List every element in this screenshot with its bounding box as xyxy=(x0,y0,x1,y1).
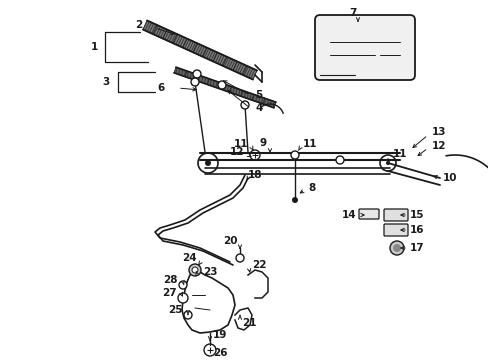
Text: 12: 12 xyxy=(229,147,244,157)
Text: 14: 14 xyxy=(341,210,355,220)
Circle shape xyxy=(236,254,244,262)
FancyBboxPatch shape xyxy=(383,209,407,221)
Text: 15: 15 xyxy=(409,210,424,220)
FancyBboxPatch shape xyxy=(314,15,414,80)
Circle shape xyxy=(191,78,199,86)
Text: 25: 25 xyxy=(168,305,183,315)
Text: 11: 11 xyxy=(392,149,407,159)
Text: 24: 24 xyxy=(182,253,197,263)
Text: 20: 20 xyxy=(223,236,238,246)
Text: 10: 10 xyxy=(442,173,457,183)
Text: 5: 5 xyxy=(254,90,262,100)
Text: 18: 18 xyxy=(247,170,262,180)
Text: 22: 22 xyxy=(251,260,266,270)
Circle shape xyxy=(179,281,186,289)
Circle shape xyxy=(335,156,343,164)
Circle shape xyxy=(218,81,225,89)
Text: 6: 6 xyxy=(158,83,164,93)
Circle shape xyxy=(204,160,210,166)
Text: 27: 27 xyxy=(162,288,177,298)
Text: 17: 17 xyxy=(409,243,424,253)
FancyBboxPatch shape xyxy=(383,224,407,236)
Text: 3: 3 xyxy=(102,77,110,87)
Circle shape xyxy=(178,293,187,303)
Text: 13: 13 xyxy=(431,127,446,137)
Text: 16: 16 xyxy=(409,225,424,235)
Circle shape xyxy=(392,244,400,252)
Text: 12: 12 xyxy=(431,141,446,151)
Circle shape xyxy=(192,267,198,273)
Text: 21: 21 xyxy=(242,318,256,328)
Text: 11: 11 xyxy=(233,139,247,149)
Circle shape xyxy=(291,197,297,203)
Circle shape xyxy=(241,101,248,109)
Text: 1: 1 xyxy=(91,42,98,52)
Circle shape xyxy=(389,241,403,255)
Text: 19: 19 xyxy=(213,330,227,340)
Text: 26: 26 xyxy=(213,348,227,358)
FancyBboxPatch shape xyxy=(358,209,378,219)
Text: 7: 7 xyxy=(348,8,356,18)
Circle shape xyxy=(193,70,201,78)
Text: 23: 23 xyxy=(203,267,217,277)
Text: 2: 2 xyxy=(135,20,142,30)
Circle shape xyxy=(290,151,298,159)
Text: 4: 4 xyxy=(254,103,262,113)
Text: 8: 8 xyxy=(307,183,315,193)
Circle shape xyxy=(189,264,201,276)
Text: 28: 28 xyxy=(163,275,178,285)
Circle shape xyxy=(385,161,389,165)
Text: 9: 9 xyxy=(259,138,266,148)
Text: 11: 11 xyxy=(303,139,317,149)
